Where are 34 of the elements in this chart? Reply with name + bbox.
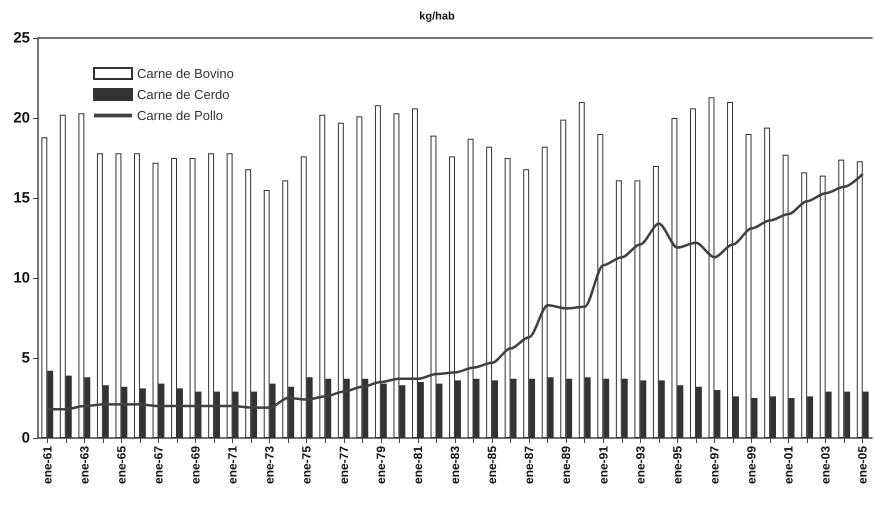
legend-label: Carne de Bovino	[137, 66, 234, 81]
chart-title: kg/hab	[419, 10, 456, 22]
x-tick-label: ene-67	[151, 446, 166, 484]
x-tick-label: ene-75	[300, 446, 314, 484]
x-tick-label: ene-61	[40, 446, 54, 484]
y-tick-label: 20	[13, 110, 30, 126]
x-tick-label: ene-77	[336, 446, 351, 484]
x-tick-label: ene-69	[188, 446, 203, 484]
y-tick-label: 0	[22, 430, 30, 446]
y-tick-label: 25	[13, 30, 30, 46]
y-tick-label: 10	[13, 270, 30, 286]
x-tick-label: ene-93	[633, 446, 648, 484]
x-tick-label: ene-91	[596, 446, 610, 484]
x-tick-label: ene-63	[77, 446, 92, 484]
legend-label: Carne de Cerdo	[137, 87, 230, 102]
x-tick-label: ene-03	[818, 446, 833, 484]
x-tick-label: ene-89	[559, 446, 574, 484]
x-tick-label: ene-81	[410, 446, 425, 484]
x-tick-label: ene-97	[707, 446, 722, 484]
x-tick-label: ene-79	[374, 446, 388, 484]
x-tick-label: ene-99	[744, 446, 759, 484]
x-tick-label: ene-65	[114, 446, 128, 484]
y-tick-label: 15	[13, 190, 30, 206]
x-tick-label: ene-01	[782, 446, 796, 484]
x-tick-label: ene-95	[670, 446, 684, 484]
y-tick-label: 5	[22, 350, 30, 366]
x-tick-label: ene-73	[262, 446, 277, 484]
x-tick-label: ene-83	[448, 446, 462, 484]
x-tick-label: ene-85	[485, 446, 500, 484]
x-tick-label: ene-71	[226, 446, 240, 484]
x-tick-label: ene-05	[856, 446, 870, 484]
x-tick-label: ene-87	[522, 446, 536, 484]
line-series	[46, 172, 864, 410]
legend-label: Carne de Pollo	[137, 108, 223, 123]
